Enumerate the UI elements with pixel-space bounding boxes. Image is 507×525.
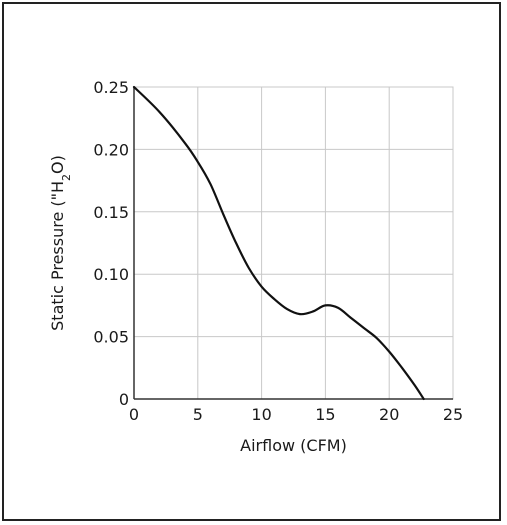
plot-border <box>133 86 454 400</box>
y-tick-label: 0.25 <box>93 78 129 97</box>
y-tick-label: 0.10 <box>93 265 129 284</box>
x-tick-label: 20 <box>379 405 399 424</box>
y-axis-label-pre: Static Pressure ("H <box>48 181 67 331</box>
y-tick-label: 0 <box>119 390 129 409</box>
y-axis-label-post: O) <box>48 155 67 174</box>
x-tick-label: 10 <box>251 405 271 424</box>
grid-lines <box>134 87 453 399</box>
y-tick-label: 0.05 <box>93 328 129 347</box>
y-tick-labels: 0 0.05 0.10 0.15 0.20 0.25 <box>93 78 129 409</box>
y-axis-label-subscript: 2 <box>60 174 73 181</box>
x-tick-labels: 0 5 10 15 20 25 <box>129 405 463 424</box>
chart-frame <box>2 2 501 521</box>
x-tick-label: 5 <box>193 405 203 424</box>
axes <box>133 86 454 400</box>
x-axis-label: Airflow (CFM) <box>240 436 347 455</box>
x-tick-label: 25 <box>443 405 463 424</box>
y-axis-label: Static Pressure ("H2O) <box>48 155 73 331</box>
x-tick-label: 0 <box>129 405 139 424</box>
pressure-curve-line <box>132 85 425 401</box>
x-tick-label: 15 <box>315 405 335 424</box>
y-tick-label: 0.15 <box>93 203 129 222</box>
y-tick-label: 0.20 <box>93 140 129 159</box>
